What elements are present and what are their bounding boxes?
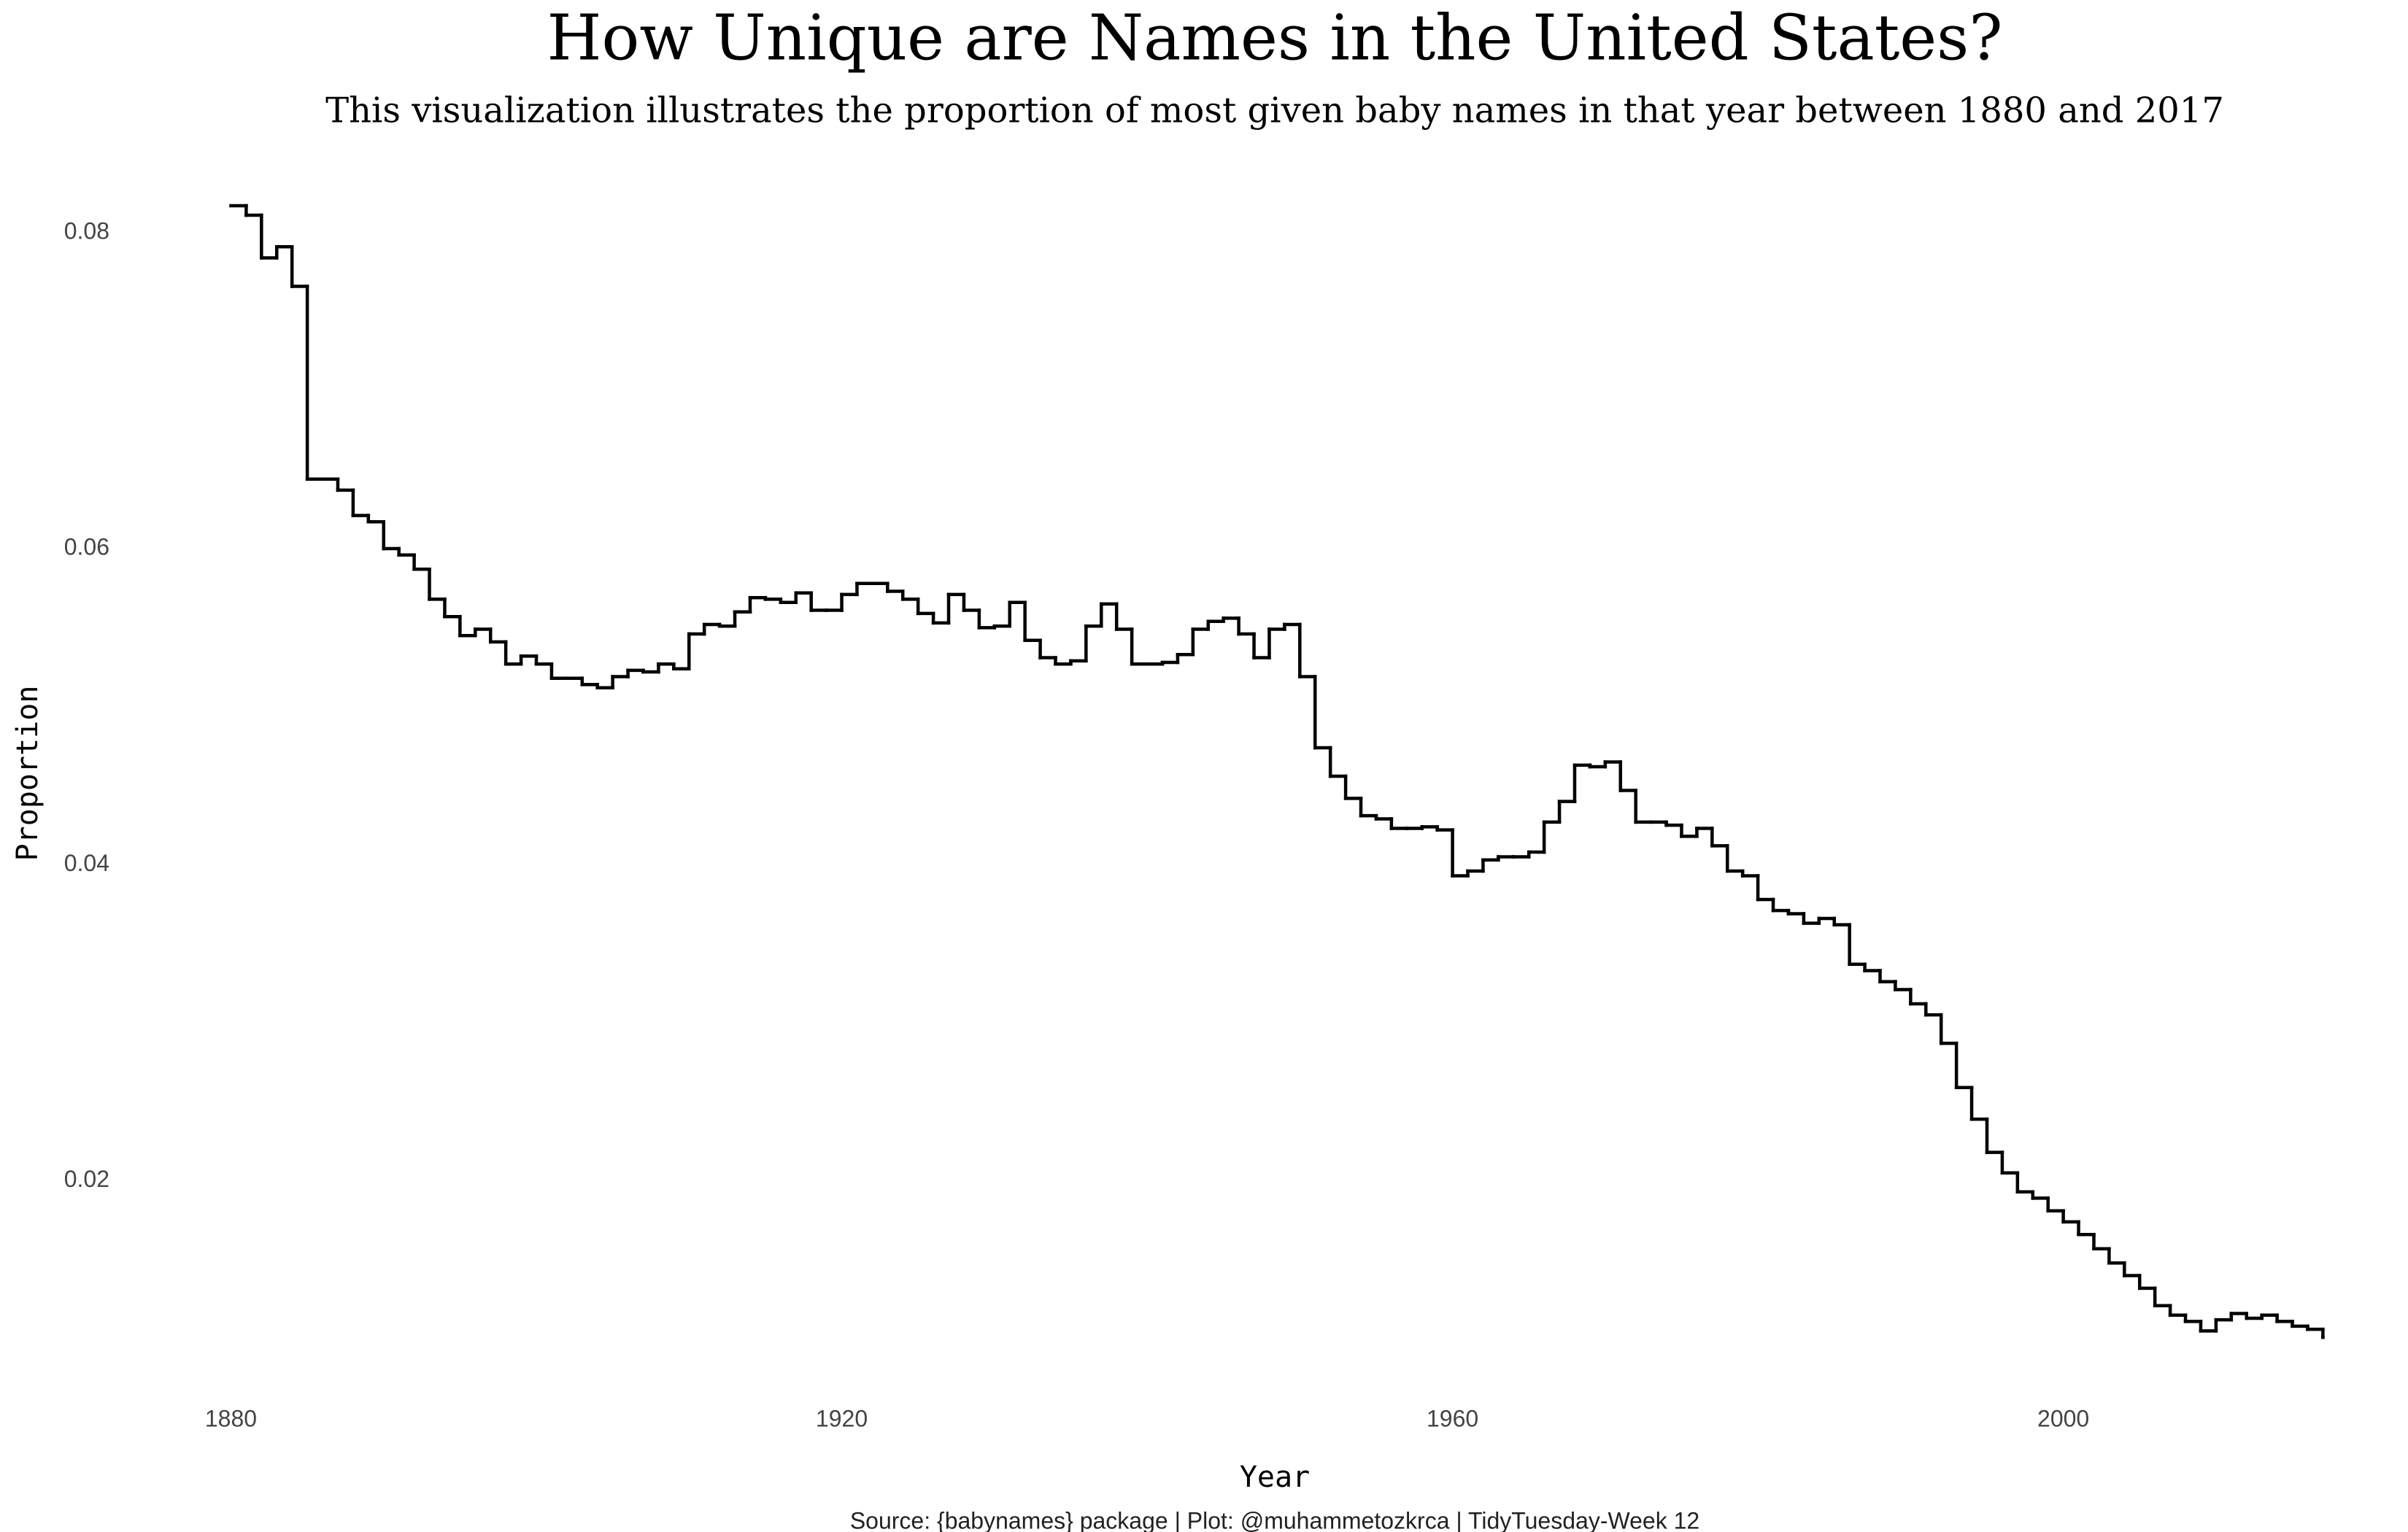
x-tick-label: 1920	[816, 1405, 868, 1431]
chart-title: How Unique are Names in the United State…	[547, 2, 2003, 75]
y-axis-title: Proportion	[11, 686, 45, 862]
caption: Source: {babynames} package | Plot: @muh…	[850, 1507, 1699, 1532]
x-tick-label: 1880	[205, 1405, 257, 1431]
y-tick-label: 0.06	[64, 534, 109, 560]
y-tick-label: 0.08	[64, 217, 109, 244]
chart-subtitle: This visualization illustrates the propo…	[325, 90, 2224, 131]
x-axis-title: Year	[1240, 1461, 1310, 1494]
y-tick-label: 0.02	[64, 1166, 109, 1192]
y-tick-label: 0.04	[64, 850, 109, 876]
x-tick-label: 2000	[2037, 1405, 2089, 1431]
x-tick-label: 1960	[1427, 1405, 1478, 1431]
